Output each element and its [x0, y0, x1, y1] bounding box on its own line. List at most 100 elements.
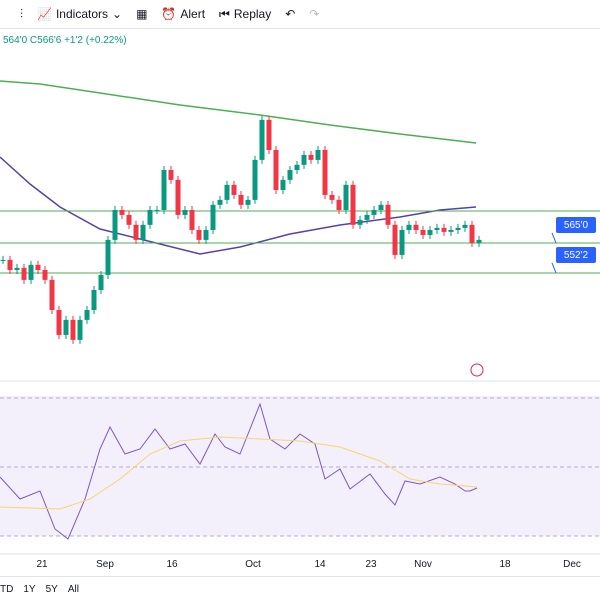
rsi-ma	[0, 436, 478, 510]
candle	[399, 230, 405, 255]
candle	[7, 259, 13, 270]
candle	[315, 150, 321, 160]
range-button[interactable]: 1Y	[23, 583, 36, 595]
candle	[280, 179, 286, 190]
x-tick-label: Dec	[563, 559, 581, 570]
candle	[392, 224, 398, 255]
candle	[112, 210, 118, 240]
candle	[217, 199, 223, 205]
candle	[21, 267, 27, 280]
ma-long	[0, 80, 477, 144]
candle	[329, 194, 335, 200]
candle	[56, 310, 62, 335]
rsi-panel	[0, 396, 600, 536]
candle	[70, 319, 76, 340]
x-tick-label: 14	[314, 559, 326, 570]
candle	[98, 274, 104, 290]
candle	[77, 319, 83, 340]
indicators-label: Indicators	[55, 7, 108, 21]
candle	[245, 199, 251, 205]
undo-button[interactable]: ↶	[285, 7, 296, 21]
range-button[interactable]: 5Y	[45, 583, 58, 595]
candle	[63, 319, 69, 335]
x-tick-label: 18	[499, 559, 511, 570]
candle	[336, 199, 342, 210]
candle	[84, 310, 90, 320]
candle	[462, 224, 468, 228]
replay-label: Replay	[233, 7, 272, 21]
range-bar: TD 1Y 5Y All	[0, 576, 600, 601]
candle	[238, 194, 244, 205]
candle	[42, 270, 48, 280]
ma-short	[0, 156, 477, 255]
level-label: 552'2	[564, 250, 589, 261]
alert-label: Alert	[180, 7, 206, 21]
ohlc-legend: 564'0 C566'6 +1'2 (+0.22%)	[3, 35, 127, 46]
candle	[448, 230, 454, 232]
indicators-button[interactable]: 📈 Indicators ⌄	[37, 7, 123, 21]
candle	[301, 154, 307, 165]
candle	[469, 224, 475, 243]
x-tick-label: 21	[36, 559, 48, 570]
candle	[294, 164, 300, 170]
redo-button[interactable]: ↷	[309, 7, 320, 21]
candle	[28, 264, 34, 280]
rsi-line	[0, 402, 478, 540]
level-label: 565'0	[564, 220, 589, 231]
chart: 564'0 C566'6 +1'2 (+0.22%) 565'0 552'2 21 S…	[0, 35, 600, 570]
candle	[413, 224, 419, 230]
candle	[147, 210, 153, 225]
replay-button[interactable]: ⏮ Replay	[219, 6, 272, 22]
range-button[interactable]: All	[67, 583, 79, 595]
candle	[182, 210, 188, 215]
candle	[364, 214, 370, 220]
candle	[196, 230, 202, 240]
toolbar: ⫶ 📈 Indicators ⌄ ▦ ⏰ Alert ⏮ Replay ↶ ↷	[0, 0, 600, 29]
x-tick-label: Sep	[96, 559, 114, 570]
range-button[interactable]: TD	[0, 583, 14, 595]
candle	[224, 184, 230, 200]
candle	[322, 150, 328, 195]
candle	[385, 204, 391, 225]
candle	[49, 279, 55, 310]
x-tick-label: 23	[365, 559, 377, 570]
candle	[168, 170, 174, 180]
candle	[133, 224, 139, 240]
candle	[441, 227, 447, 232]
candle	[0, 259, 6, 261]
level-connector	[551, 262, 557, 274]
candle	[427, 230, 433, 235]
candle	[476, 239, 482, 243]
candle	[259, 119, 265, 160]
candle	[189, 210, 195, 230]
x-tick-label: Oct	[245, 559, 261, 570]
layouts-button[interactable]: ▦	[136, 7, 148, 21]
level-tag	[556, 216, 596, 233]
candle	[357, 219, 363, 225]
candle	[91, 290, 97, 310]
x-tick-label: Nov	[414, 559, 432, 570]
candle	[406, 224, 412, 230]
candle	[175, 179, 181, 215]
candle	[455, 227, 461, 230]
candle	[273, 150, 279, 190]
candle	[203, 230, 209, 240]
chart-type[interactable]: ⫶	[20, 6, 24, 21]
level-tag	[556, 246, 596, 263]
level-connector	[551, 232, 557, 244]
candle	[231, 184, 237, 195]
candle	[308, 154, 314, 160]
alert-button[interactable]: ⏰ Alert	[161, 7, 206, 21]
candle	[343, 184, 349, 210]
candle	[434, 227, 440, 230]
candle	[161, 170, 167, 210]
event-icon[interactable]	[470, 363, 484, 377]
candle	[350, 184, 356, 225]
candle	[140, 224, 146, 240]
candle	[126, 214, 132, 225]
candle	[420, 230, 426, 235]
x-tick-label: 16	[166, 559, 178, 570]
candle	[287, 170, 293, 180]
candle	[14, 267, 20, 270]
